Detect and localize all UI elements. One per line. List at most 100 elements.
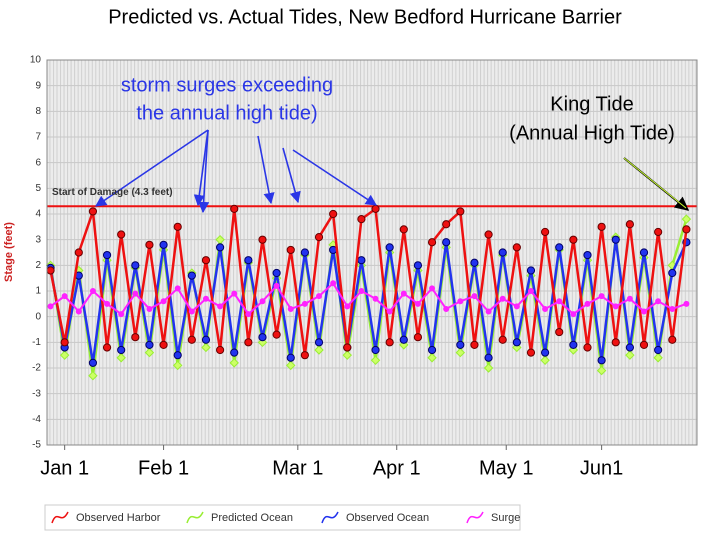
point (641, 308, 648, 315)
point (555, 243, 564, 252)
point (146, 305, 153, 312)
point (371, 204, 380, 213)
y-tick-label: 7 (35, 132, 41, 143)
y-tick-label: 0 (35, 311, 41, 322)
x-tick-label: Apr 1 (373, 457, 421, 479)
point (568, 345, 579, 355)
y-tick-label: 8 (35, 106, 41, 117)
point (385, 243, 394, 252)
legend-swatch (51, 511, 69, 524)
point (483, 363, 494, 373)
point (569, 235, 578, 244)
point (300, 351, 309, 360)
point (245, 311, 252, 318)
point (443, 305, 450, 312)
point (201, 335, 211, 344)
point (257, 337, 268, 348)
annotation: King Tide (550, 93, 633, 115)
point (681, 214, 692, 224)
point (569, 340, 578, 349)
point (102, 343, 112, 352)
point (159, 340, 168, 349)
point (187, 335, 196, 344)
point (173, 222, 182, 231)
point (455, 347, 466, 358)
point (669, 305, 676, 312)
threshold-label: Start of Damage (4.3 feet) (52, 187, 173, 198)
point (74, 248, 83, 257)
legend-swatch (321, 511, 339, 524)
point (427, 353, 437, 363)
point (316, 293, 323, 300)
point (372, 295, 379, 302)
point (344, 303, 351, 310)
point (286, 245, 295, 255)
legend-swatch (186, 511, 204, 524)
point (611, 235, 620, 244)
point (513, 303, 520, 310)
point (187, 271, 196, 280)
point (145, 340, 154, 349)
point (116, 353, 126, 363)
point (555, 327, 564, 337)
series-group (46, 204, 691, 360)
point (540, 348, 550, 357)
point (654, 345, 663, 355)
point (272, 330, 281, 339)
point (201, 342, 211, 353)
point (357, 215, 366, 224)
point (132, 290, 139, 297)
point (498, 248, 507, 257)
point (75, 308, 82, 315)
point (358, 288, 365, 294)
point (542, 305, 549, 312)
point (244, 338, 253, 347)
point (526, 348, 536, 357)
point (286, 353, 295, 362)
point (201, 256, 211, 265)
point (215, 243, 225, 252)
point (286, 360, 296, 371)
chart-title: Predicted vs. Actual Tides, New Bedford … (108, 6, 622, 28)
point (88, 358, 98, 367)
point (583, 343, 592, 352)
point (442, 220, 451, 229)
point (653, 353, 663, 363)
point (625, 350, 635, 360)
x-tick-label: Mar 1 (272, 457, 323, 479)
point (61, 293, 68, 300)
point (625, 343, 634, 352)
point (329, 209, 338, 219)
y-tick-label: 3 (35, 234, 41, 245)
series-group (47, 280, 690, 318)
y-tick-label: -5 (32, 440, 41, 451)
point (484, 230, 493, 239)
legend-label: Predicted Ocean (211, 512, 293, 524)
point (59, 350, 70, 360)
point (583, 250, 592, 260)
annotation-arrows (95, 129, 377, 214)
point (202, 295, 209, 302)
point (512, 243, 521, 252)
point (314, 338, 324, 347)
point (88, 370, 98, 381)
point (357, 256, 366, 265)
point (188, 308, 195, 315)
point (639, 248, 649, 257)
point (655, 298, 662, 305)
point (258, 235, 267, 244)
y-tick-label: -3 (32, 388, 41, 399)
point (639, 340, 649, 349)
point (612, 303, 619, 310)
legend-swatch (466, 511, 484, 524)
x-tick-label: Feb 1 (138, 457, 189, 479)
y-tick-label: 10 (30, 55, 42, 66)
y-tick-label: 1 (35, 286, 41, 297)
point (413, 333, 423, 342)
point (230, 204, 239, 213)
point (400, 290, 407, 297)
y-tick-label: -4 (32, 414, 41, 425)
point (314, 345, 324, 355)
point (342, 350, 352, 360)
point (229, 358, 239, 368)
